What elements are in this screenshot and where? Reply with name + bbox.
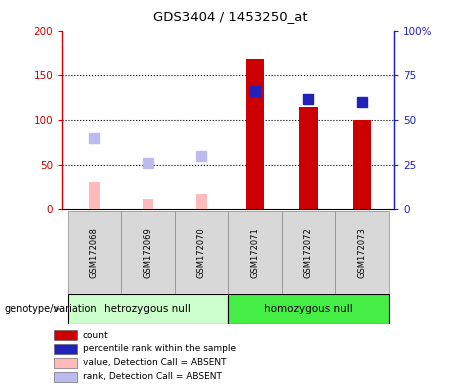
Bar [335,211,389,294]
Point [251,88,259,94]
Bar [121,211,175,294]
Point [91,135,98,141]
Text: GSM172072: GSM172072 [304,227,313,278]
Bar [54,372,77,382]
Bar [54,358,77,368]
Text: hetrozygous null: hetrozygous null [105,304,191,314]
Bar [68,294,228,324]
Text: GSM172073: GSM172073 [358,227,366,278]
Bar [54,344,77,354]
Bar [228,211,282,294]
Text: value, Detection Call = ABSENT: value, Detection Call = ABSENT [83,358,226,367]
Point [198,153,205,159]
Text: GSM172069: GSM172069 [143,227,153,278]
Point [305,96,312,102]
Bar [89,182,100,209]
Bar [54,330,77,340]
Text: genotype/variation: genotype/variation [5,304,97,314]
Text: GDS3404 / 1453250_at: GDS3404 / 1453250_at [153,10,308,23]
Bar [175,211,228,294]
Text: percentile rank within the sample: percentile rank within the sample [83,344,236,353]
Text: GSM172071: GSM172071 [250,227,260,278]
Point [144,160,152,166]
Text: homozygous null: homozygous null [264,304,353,314]
Bar [228,294,389,324]
Point [358,99,366,105]
Text: count: count [83,331,108,339]
Bar [196,194,207,209]
Text: GSM172068: GSM172068 [90,227,99,278]
Bar [353,120,372,209]
Text: rank, Detection Call = ABSENT: rank, Detection Call = ABSENT [83,372,221,381]
Text: GSM172070: GSM172070 [197,227,206,278]
Bar [282,211,335,294]
Bar [143,199,153,209]
Bar [68,211,121,294]
Bar [299,107,318,209]
Bar [246,59,264,209]
